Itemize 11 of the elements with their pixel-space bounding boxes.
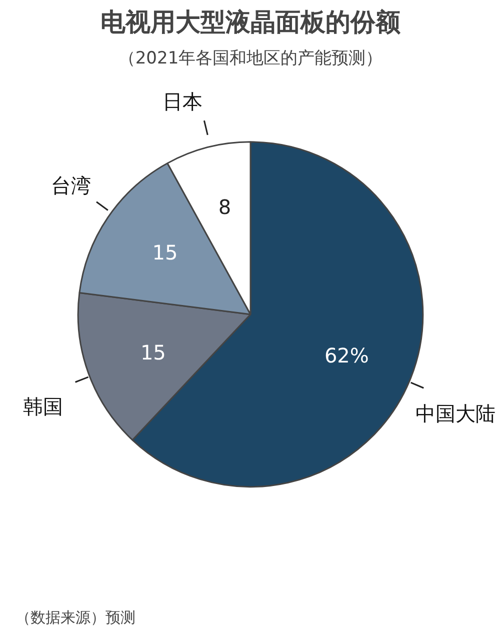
data-label: 15 (140, 340, 166, 364)
slice-label: 中国大陆 (416, 402, 496, 426)
data-label: 15 (152, 240, 178, 264)
slice-label: 日本 (162, 89, 202, 114)
slice-label: 韩国 (22, 394, 63, 419)
chart-subtitle: （2021年各国和地区的产能预测） (118, 48, 383, 68)
data-label: 62% (324, 343, 369, 368)
chart-title: 电视用大型液晶面板的份额 (100, 8, 402, 36)
data-label: 8 (218, 195, 232, 220)
slice-label: 台湾 (50, 174, 91, 198)
text: （数据来源）预测 (16, 608, 136, 626)
